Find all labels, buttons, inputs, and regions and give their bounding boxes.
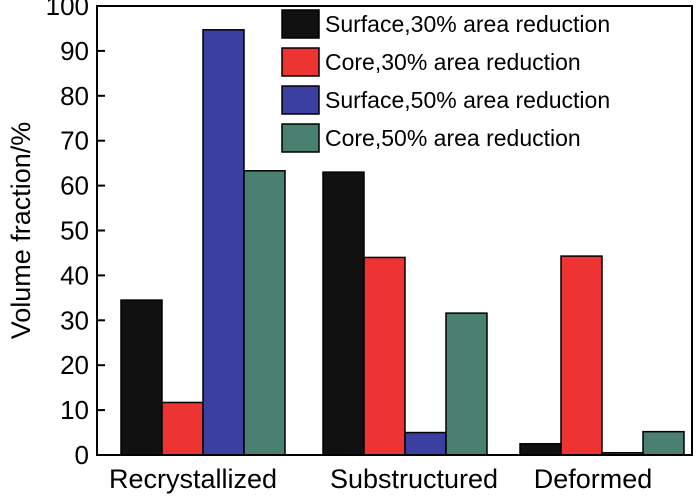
bar-deformed-series-4 [642,430,685,456]
legend: Surface,30% area reduction Core,30% area … [281,9,610,153]
bar-substructured-series-1 [322,171,365,456]
y-tick-label: 70 [60,126,89,156]
legend-swatch [281,85,320,115]
y-tick-label: 40 [60,260,89,290]
x-axis-category-labels: Recrystallized Substructured Deformed [109,464,652,494]
y-tick-label: 90 [60,36,89,66]
x-category-label: Deformed [534,464,653,494]
x-category-label: Substructured [330,464,498,494]
x-category-label: Recrystallized [109,464,277,494]
y-tick-label: 50 [60,216,89,246]
bar-substructured-series-3 [404,431,447,456]
bar-recrystallized-series-4 [243,170,286,456]
y-tick-label: 10 [60,395,89,425]
y-tick-label: 0 [75,440,89,470]
bar-recrystallized-series-2 [161,401,204,456]
legend-swatch [281,47,320,77]
legend-label: Core,30% area reduction [325,49,581,75]
bar-substructured-series-4 [445,312,488,456]
y-axis-title: Volume fraction/% [6,122,36,340]
y-tick-label: 30 [60,305,89,335]
y-tick-label: 80 [60,81,89,111]
bar-deformed-series-2 [560,255,603,456]
plot-frame [96,5,693,456]
y-tick-label: 60 [60,171,89,201]
y-tick-label: 100 [46,0,89,21]
legend-swatch [281,9,320,39]
y-axis-ticks: 0 10 20 30 40 50 60 70 80 90 100 [46,0,105,470]
legend-swatch [281,123,320,153]
bar-recrystallized-series-3 [202,29,245,456]
legend-label: Surface,30% area reduction [325,11,610,37]
bar-substructured-series-2 [363,256,406,456]
legend-label: Core,50% area reduction [325,125,581,151]
y-tick-label: 20 [60,350,89,380]
bar-deformed-series-1 [519,443,562,456]
bar-recrystallized-series-1 [120,299,163,456]
legend-label: Surface,50% area reduction [325,87,610,113]
